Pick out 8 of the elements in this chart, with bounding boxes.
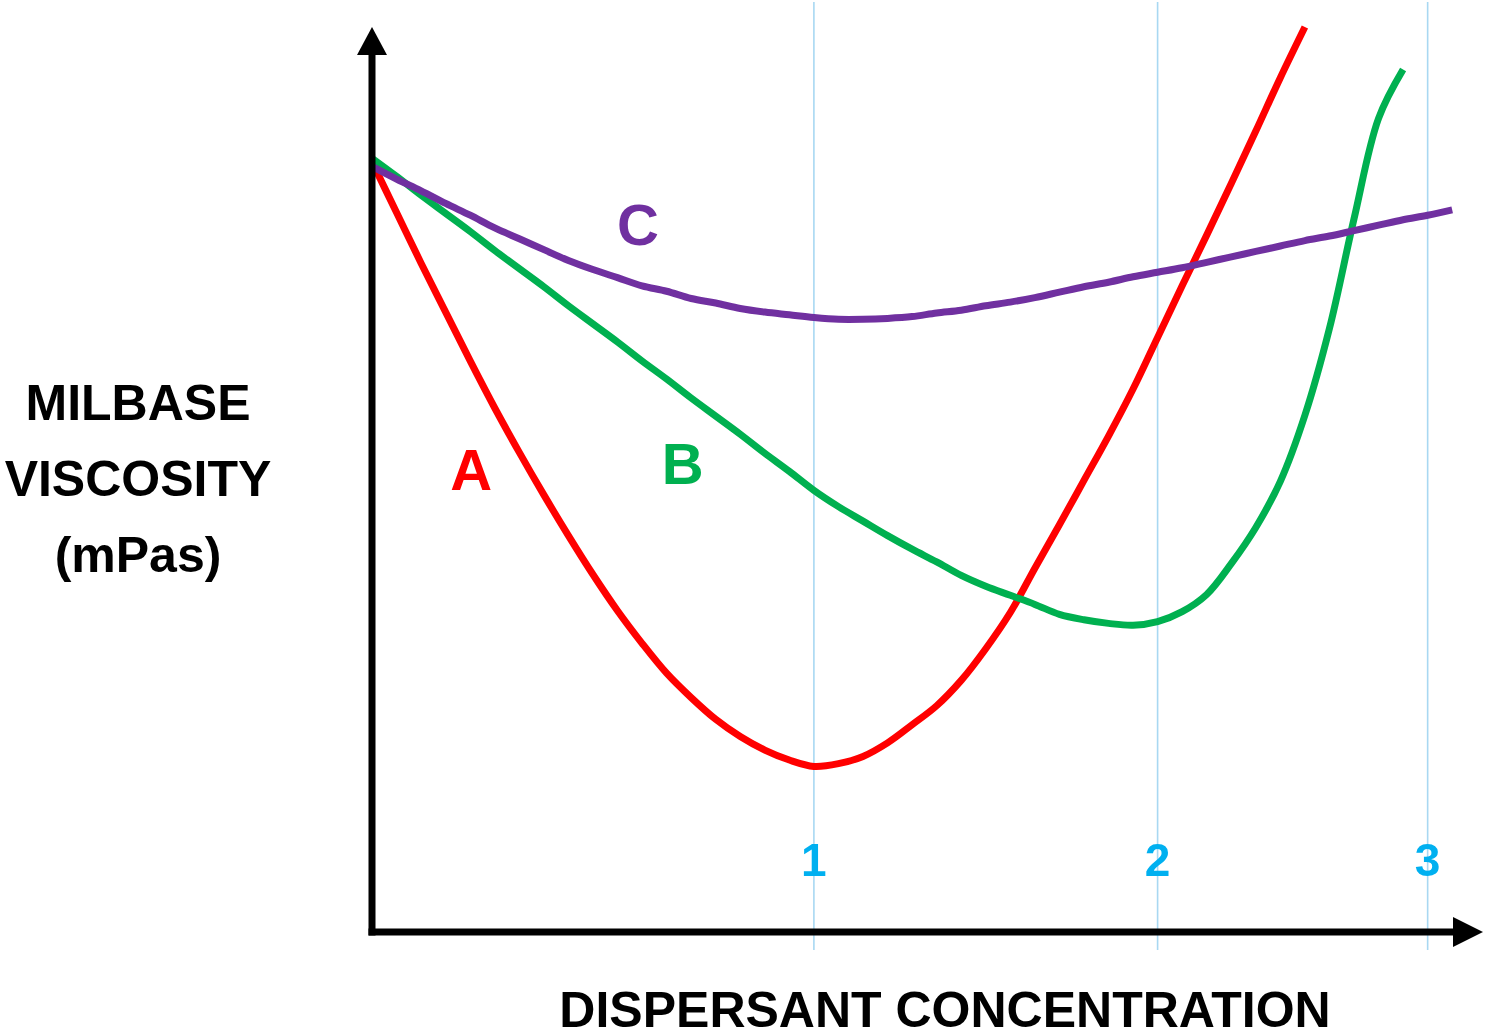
x-tick-label: 3 (1414, 834, 1441, 886)
x-tick-label: 1 (801, 834, 827, 886)
series-label: B (661, 431, 704, 497)
series-label: A (450, 437, 493, 503)
y-axis-title: MILBASE VISCOSITY (mPas) (4, 375, 272, 583)
series-label: C (617, 191, 659, 257)
x-axis-title: DISPERSANT CONCENTRATION (559, 982, 1331, 1034)
x-tick-label: 2 (1144, 834, 1171, 886)
